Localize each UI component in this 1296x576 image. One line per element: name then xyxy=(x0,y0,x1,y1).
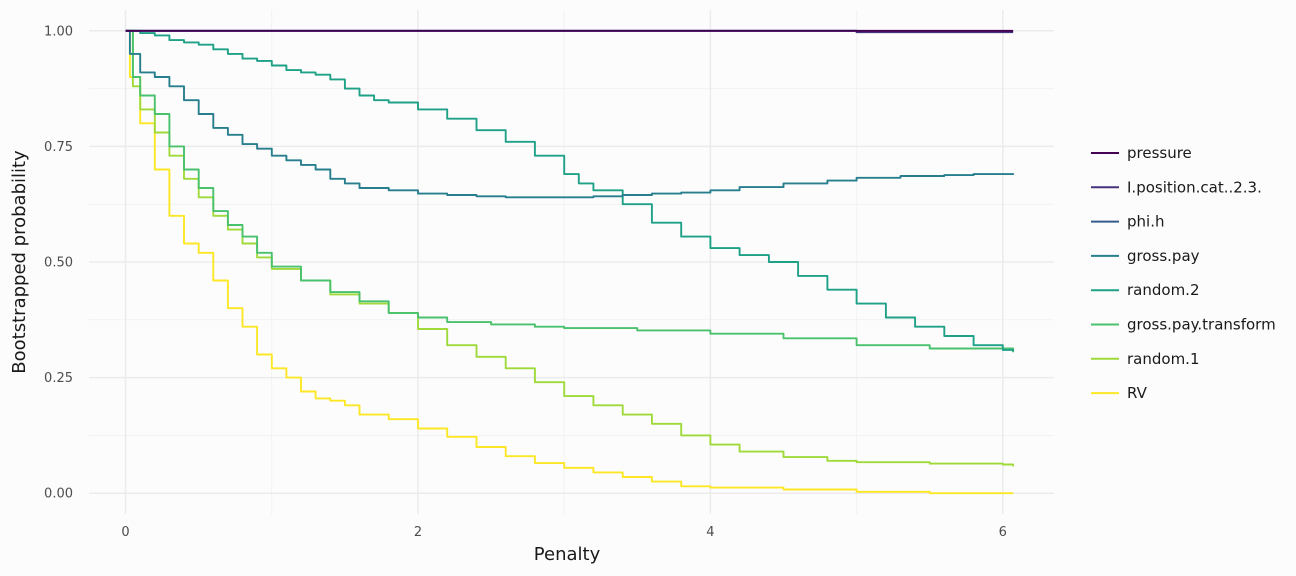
x-tick-label: 6 xyxy=(999,525,1007,540)
x-axis-title: Penalty xyxy=(534,544,601,565)
legend-label: RV xyxy=(1127,384,1148,402)
y-tick-label: 0.00 xyxy=(44,487,73,502)
legend-label: I.position.cat..2.3. xyxy=(1127,178,1262,196)
x-tick-label: 4 xyxy=(706,525,714,540)
y-axis-title: Bootstrapped probability xyxy=(9,150,30,374)
y-tick-label: 0.50 xyxy=(44,256,73,271)
series-line-3 xyxy=(125,29,1015,199)
grid-minor xyxy=(89,10,1054,514)
grid-major xyxy=(89,10,1054,514)
series-line-4 xyxy=(125,29,1015,352)
legend-label: pressure xyxy=(1127,144,1192,162)
x-axis-ticks: 0 2 4 6 xyxy=(121,525,1007,540)
series-layer xyxy=(125,29,1015,495)
series-line-6 xyxy=(125,29,1015,467)
series-line-7 xyxy=(125,29,1014,495)
y-tick-label: 0.75 xyxy=(44,140,73,155)
y-tick-label: 0.25 xyxy=(44,371,73,386)
x-tick-label: 2 xyxy=(414,525,422,540)
legend-label: gross.pay xyxy=(1127,247,1200,265)
y-axis-ticks: 0.00 0.25 0.50 0.75 1.00 xyxy=(44,24,73,501)
legend-label: random.1 xyxy=(1127,350,1200,368)
legend-label: phi.h xyxy=(1127,213,1164,231)
legend-label: random.2 xyxy=(1127,281,1200,299)
x-tick-label: 0 xyxy=(121,525,129,540)
series-line-5 xyxy=(125,29,1015,353)
legend: pressure I.position.cat..2.3. phi.h gross.p… xyxy=(1091,144,1276,402)
y-tick-label: 1.00 xyxy=(44,24,73,39)
legend-label: gross.pay.transform xyxy=(1127,316,1276,334)
